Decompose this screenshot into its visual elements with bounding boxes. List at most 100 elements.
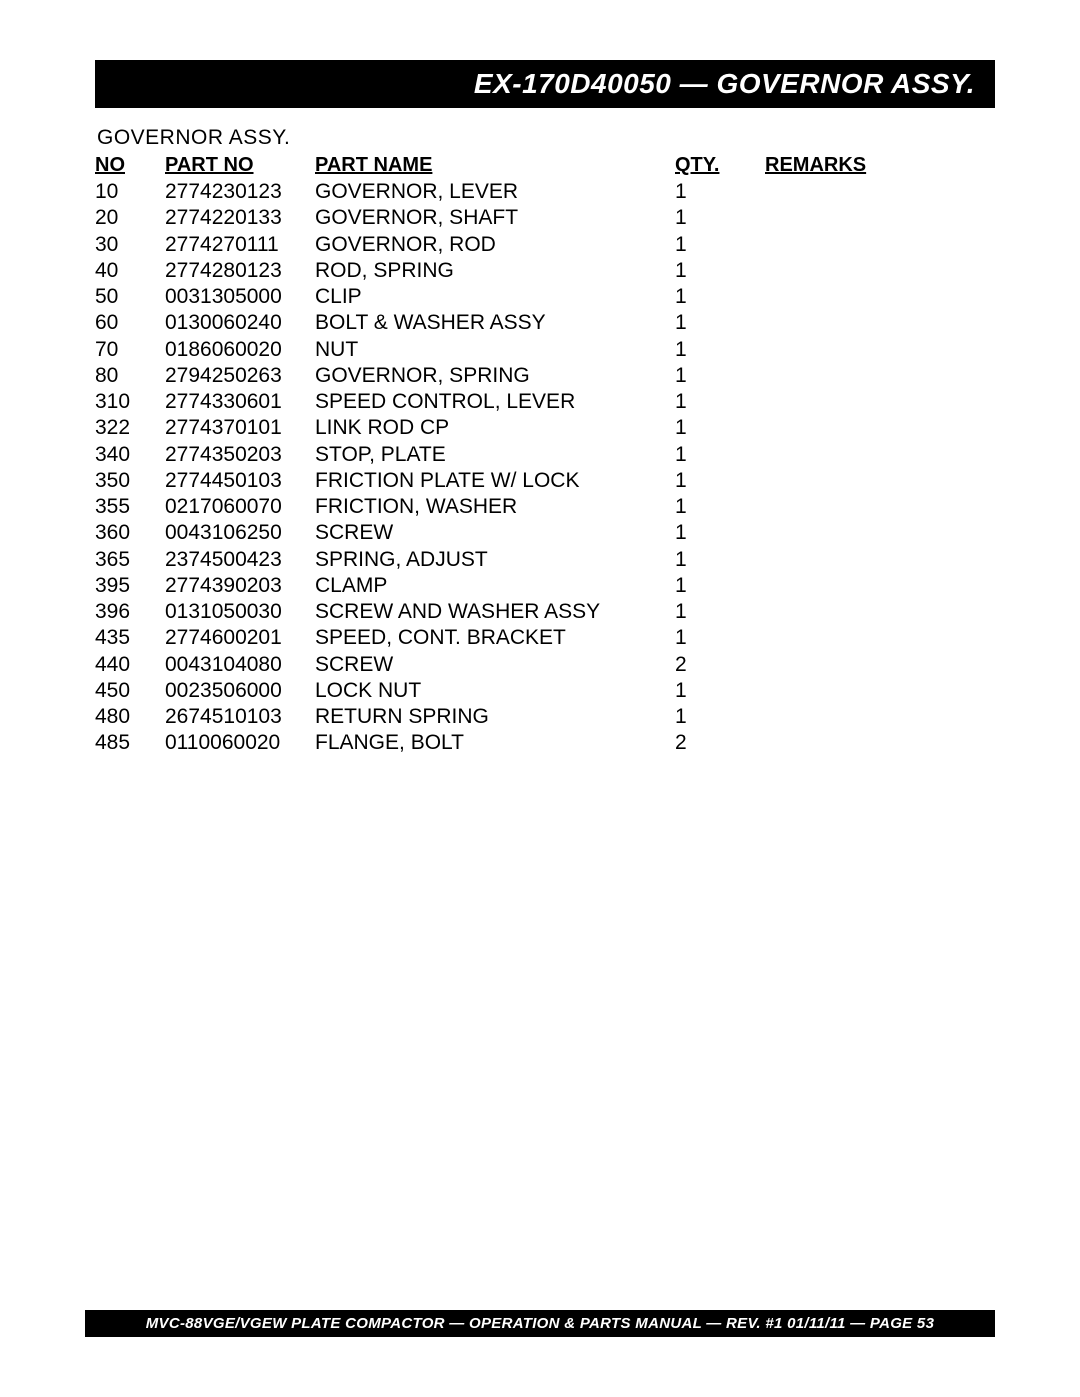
- cell-remarks: [735, 599, 995, 625]
- cell-no: 395: [95, 573, 165, 599]
- cell-partname: SPEED, CONT. BRACKET: [315, 625, 675, 651]
- table-row: 3652374500423SPRING, ADJUST1: [95, 547, 995, 573]
- cell-no: 485: [95, 730, 165, 756]
- header-partname: PART NAME: [315, 154, 675, 177]
- cell-partname: SPRING, ADJUST: [315, 547, 675, 573]
- table-row: 600130060240BOLT & WASHER ASSY1: [95, 310, 995, 336]
- cell-partname: LOCK NUT: [315, 678, 675, 704]
- cell-no: 440: [95, 652, 165, 678]
- table-header-row: NO PART NO PART NAME QTY. REMARKS: [95, 154, 995, 177]
- cell-partname: STOP, PLATE: [315, 442, 675, 468]
- cell-partno: 2774600201: [165, 625, 315, 651]
- cell-remarks: [735, 730, 995, 756]
- cell-partno: 0031305000: [165, 284, 315, 310]
- cell-no: 50: [95, 284, 165, 310]
- cell-partno: 0186060020: [165, 337, 315, 363]
- cell-qty: 1: [675, 284, 735, 310]
- cell-no: 450: [95, 678, 165, 704]
- cell-partname: LINK ROD CP: [315, 415, 675, 441]
- page-title: EX-170D40050 — GOVERNOR ASSY.: [474, 68, 975, 99]
- table-row: 700186060020NUT1: [95, 337, 995, 363]
- cell-remarks: [735, 415, 995, 441]
- cell-partname: CLIP: [315, 284, 675, 310]
- cell-qty: 1: [675, 179, 735, 205]
- cell-qty: 1: [675, 258, 735, 284]
- section-label: GOVERNOR ASSY.: [97, 126, 995, 150]
- cell-remarks: [735, 179, 995, 205]
- cell-remarks: [735, 389, 995, 415]
- cell-remarks: [735, 494, 995, 520]
- cell-no: 480: [95, 704, 165, 730]
- cell-partname: GOVERNOR, SHAFT: [315, 205, 675, 231]
- header-qty: QTY.: [675, 154, 735, 177]
- cell-qty: 1: [675, 442, 735, 468]
- cell-remarks: [735, 337, 995, 363]
- cell-qty: 1: [675, 678, 735, 704]
- cell-qty: 1: [675, 625, 735, 651]
- cell-qty: 1: [675, 389, 735, 415]
- header-remarks: REMARKS: [735, 154, 995, 177]
- cell-partno: 0110060020: [165, 730, 315, 756]
- cell-partname: RETURN SPRING: [315, 704, 675, 730]
- cell-qty: 1: [675, 337, 735, 363]
- cell-remarks: [735, 678, 995, 704]
- cell-partno: 2774370101: [165, 415, 315, 441]
- table-row: 3502774450103FRICTION PLATE W/ LOCK1: [95, 468, 995, 494]
- cell-no: 10: [95, 179, 165, 205]
- cell-qty: 1: [675, 310, 735, 336]
- cell-partname: FLANGE, BOLT: [315, 730, 675, 756]
- cell-qty: 1: [675, 363, 735, 389]
- cell-remarks: [735, 468, 995, 494]
- cell-no: 322: [95, 415, 165, 441]
- cell-remarks: [735, 625, 995, 651]
- cell-no: 310: [95, 389, 165, 415]
- cell-remarks: [735, 704, 995, 730]
- table-row: 3952774390203CLAMP1: [95, 573, 995, 599]
- cell-qty: 1: [675, 494, 735, 520]
- header-partno: PART NO: [165, 154, 315, 177]
- cell-qty: 1: [675, 599, 735, 625]
- cell-no: 360: [95, 520, 165, 546]
- cell-qty: 1: [675, 547, 735, 573]
- cell-qty: 1: [675, 232, 735, 258]
- table-row: 802794250263GOVERNOR, SPRING1: [95, 363, 995, 389]
- cell-no: 350: [95, 468, 165, 494]
- cell-no: 40: [95, 258, 165, 284]
- cell-no: 70: [95, 337, 165, 363]
- cell-partno: 2774270111: [165, 232, 315, 258]
- table-row: 4500023506000LOCK NUT1: [95, 678, 995, 704]
- cell-partname: SCREW: [315, 520, 675, 546]
- parts-table: NO PART NO PART NAME QTY. REMARKS 10 2774…: [95, 154, 995, 757]
- cell-qty: 1: [675, 704, 735, 730]
- cell-remarks: [735, 547, 995, 573]
- page-container: EX-170D40050 — GOVERNOR ASSY. GOVERNOR A…: [0, 0, 1080, 757]
- rows-container: 102774230123GOVERNOR, LEVER1202774220133…: [95, 179, 995, 757]
- table-row: 4352774600201SPEED, CONT. BRACKET1: [95, 625, 995, 651]
- cell-qty: 2: [675, 652, 735, 678]
- cell-partname: CLAMP: [315, 573, 675, 599]
- cell-partno: 0023506000: [165, 678, 315, 704]
- title-bar: EX-170D40050 — GOVERNOR ASSY.: [95, 60, 995, 108]
- cell-remarks: [735, 205, 995, 231]
- cell-partno: 0217060070: [165, 494, 315, 520]
- cell-partno: 2774450103: [165, 468, 315, 494]
- cell-remarks: [735, 442, 995, 468]
- cell-qty: 1: [675, 520, 735, 546]
- cell-partname: GOVERNOR, SPRING: [315, 363, 675, 389]
- cell-no: 435: [95, 625, 165, 651]
- cell-remarks: [735, 310, 995, 336]
- table-row: 3402774350203STOP, PLATE1: [95, 442, 995, 468]
- cell-partname: GOVERNOR, LEVER: [315, 179, 675, 205]
- table-row: 500031305000CLIP1: [95, 284, 995, 310]
- cell-partno: 0131050030: [165, 599, 315, 625]
- cell-partname: SCREW AND WASHER ASSY: [315, 599, 675, 625]
- cell-partname: NUT: [315, 337, 675, 363]
- cell-no: 80: [95, 363, 165, 389]
- cell-qty: 1: [675, 205, 735, 231]
- cell-no: 396: [95, 599, 165, 625]
- cell-qty: 1: [675, 415, 735, 441]
- cell-qty: 2: [675, 730, 735, 756]
- table-row: 4400043104080SCREW2: [95, 652, 995, 678]
- cell-remarks: [735, 652, 995, 678]
- table-row: 3550217060070FRICTION, WASHER1: [95, 494, 995, 520]
